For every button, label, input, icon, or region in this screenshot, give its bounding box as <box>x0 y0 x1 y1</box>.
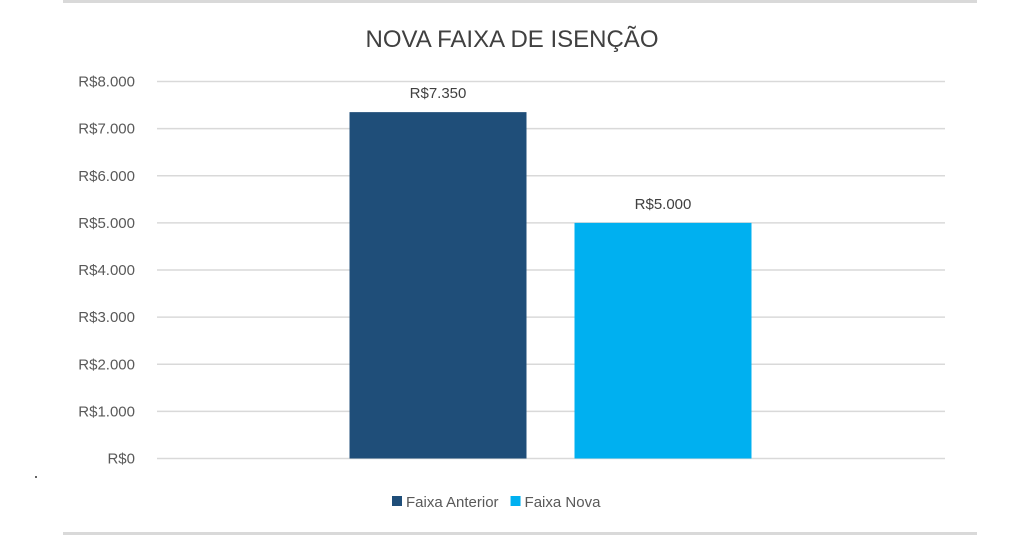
legend: Faixa Anterior Faixa Nova <box>392 494 601 511</box>
y-tick-label: R$1.000 <box>78 403 135 420</box>
legend-label: Faixa Anterior <box>406 494 499 511</box>
chart-title: NOVA FAIXA DE ISENÇÃO <box>366 26 659 53</box>
y-tick-label: R$4.000 <box>78 262 135 279</box>
data-labels: R$7.350 R$5.000 <box>410 85 692 213</box>
y-tick-label: R$7.000 <box>78 121 135 138</box>
stray-dot <box>35 476 37 478</box>
legend-swatch <box>392 496 402 506</box>
y-tick-label: R$8.000 <box>78 74 135 91</box>
legend-swatch <box>510 496 521 506</box>
bars <box>349 112 752 459</box>
y-tick-label: R$0 <box>107 451 135 468</box>
legend-label: Faixa Nova <box>525 494 602 511</box>
data-label: R$7.350 <box>410 85 467 102</box>
bar-faixa-anterior <box>349 112 527 459</box>
data-label: R$5.000 <box>635 196 692 213</box>
y-tick-label: R$6.000 <box>78 168 135 185</box>
bar-faixa-nova <box>574 222 752 459</box>
y-tick-label: R$3.000 <box>78 309 135 326</box>
y-tick-label: R$5.000 <box>78 215 135 232</box>
gridlines <box>157 80 945 460</box>
y-axis-tick-labels: R$0 R$1.000 R$2.000 R$3.000 R$4.000 R$5.000 R$… <box>78 74 135 468</box>
y-tick-label: R$2.000 <box>78 356 135 373</box>
